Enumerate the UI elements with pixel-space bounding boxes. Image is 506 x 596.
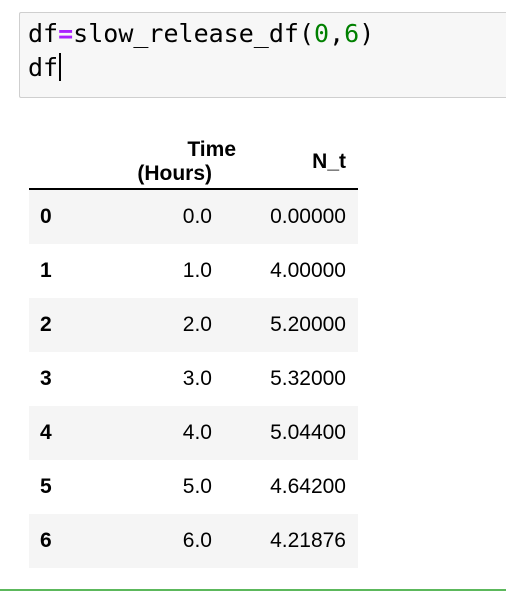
dataframe-output-table: Time (Hours) N_t 0 0.0 0.00000 1 1.0 4.0… [29,136,358,568]
table-row: 3 3.0 5.32000 [29,352,358,406]
code-line-1: df=slow_release_df(0,6) [28,19,374,49]
nt-cell: 5.32000 [270,367,346,390]
nt-cell: 4.00000 [270,259,346,282]
nt-column-header: N_t [236,136,358,190]
row-index: 6 [40,529,52,552]
code-token-var: df [28,19,59,48]
code-token-df: df [28,53,59,82]
row-index: 2 [40,313,52,336]
time-value: 0.0 [182,205,212,228]
code-token-arg2: 6 [344,19,360,48]
time-value: 5.0 [182,475,212,498]
time-cell: 6.0 [86,514,236,568]
table-row: 5 5.0 4.64200 [29,460,358,514]
nt-cell: 5.20000 [270,313,346,336]
table-row: 2 2.0 5.20000 [29,298,358,352]
nt-cell: 5.04400 [270,421,346,444]
time-value: 3.0 [182,367,212,390]
row-index: 4 [40,421,52,444]
code-line-2: df [28,53,62,83]
time-value: 4.0 [182,421,212,444]
selected-cell-border [0,589,506,591]
code-token-operator: = [58,19,74,48]
time-column-header-label: Time (Hours) [137,138,236,185]
nt-cell: 0.00000 [270,205,346,228]
nt-cell: 4.64200 [270,475,346,498]
table-row: 0 0.0 0.00000 [29,189,358,244]
time-column-header: Time (Hours) [86,136,236,190]
time-value: 1.0 [182,259,212,282]
time-cell: 0.0 [86,189,236,244]
code-input-cell[interactable]: df=slow_release_df(0,6) df [19,12,506,98]
row-index: 1 [40,259,52,282]
code-token-close: ) [359,19,375,48]
time-cell: 4.0 [86,406,236,460]
code-token-call: slow_release_df( [73,19,314,48]
code-token-arg1: 0 [314,19,330,48]
index-column-header [29,136,86,190]
time-cell: 3.0 [86,352,236,406]
time-value: 6.0 [182,529,212,552]
time-cell: 1.0 [86,244,236,298]
time-cell: 5.0 [86,460,236,514]
table-row: 6 6.0 4.21876 [29,514,358,568]
time-value: 2.0 [182,313,212,336]
table-row: 1 1.0 4.00000 [29,244,358,298]
code-token-comma: , [329,19,345,48]
row-index: 5 [40,475,52,498]
row-index: 3 [40,367,52,390]
time-cell: 2.0 [86,298,236,352]
row-index: 0 [40,205,52,228]
text-cursor [59,53,62,81]
table-header-row: Time (Hours) N_t [29,136,358,190]
table-row: 4 4.0 5.04400 [29,406,358,460]
nt-cell: 4.21876 [270,529,346,552]
